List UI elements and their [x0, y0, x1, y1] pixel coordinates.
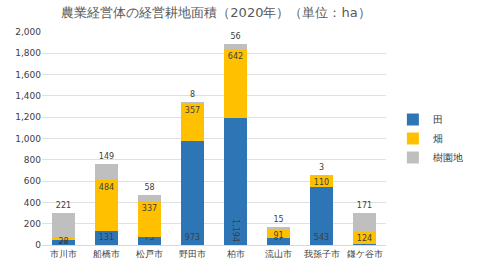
- svg-text:1,000: 1,000: [15, 134, 41, 144]
- svg-text:73: 73: [144, 233, 154, 242]
- svg-text:1,400: 1,400: [15, 91, 41, 101]
- svg-text:221: 221: [56, 201, 71, 210]
- svg-text:田: 田: [433, 114, 443, 125]
- svg-text:543: 543: [314, 233, 329, 242]
- svg-text:110: 110: [314, 178, 329, 187]
- svg-text:3: 3: [319, 163, 324, 172]
- svg-text:0: 0: [35, 240, 41, 250]
- svg-text:91: 91: [273, 231, 283, 240]
- svg-text:800: 800: [24, 155, 41, 165]
- svg-text:1,600: 1,600: [15, 70, 41, 80]
- svg-text:642: 642: [228, 52, 243, 61]
- svg-text:973: 973: [185, 233, 200, 242]
- svg-text:149: 149: [99, 152, 114, 161]
- svg-text:8: 8: [190, 90, 195, 99]
- svg-text:市川市: 市川市: [50, 249, 77, 259]
- svg-text:124: 124: [357, 234, 372, 243]
- svg-text:樹園地: 樹園地: [433, 152, 463, 163]
- svg-text:船橋市: 船橋市: [93, 249, 120, 259]
- svg-text:131: 131: [99, 233, 114, 242]
- svg-text:農業経営体の経営耕地面積（2020年）（単位：ha）: 農業経営体の経営耕地面積（2020年）（単位：ha）: [61, 5, 370, 20]
- svg-text:400: 400: [24, 198, 41, 208]
- svg-text:58: 58: [144, 183, 154, 192]
- svg-text:56: 56: [230, 32, 240, 41]
- svg-text:2,000: 2,000: [15, 27, 41, 37]
- svg-text:我孫子市: 我孫子市: [304, 249, 340, 259]
- svg-text:484: 484: [99, 183, 114, 192]
- svg-text:28: 28: [58, 237, 68, 246]
- svg-text:柏市: 柏市: [226, 249, 245, 259]
- svg-text:野田市: 野田市: [179, 249, 206, 259]
- svg-text:171: 171: [357, 201, 372, 210]
- svg-text:200: 200: [24, 219, 41, 229]
- svg-text:畑: 畑: [433, 133, 443, 144]
- svg-text:鎌ケ谷市: 鎌ケ谷市: [347, 249, 383, 259]
- svg-text:流山市: 流山市: [265, 249, 292, 259]
- svg-text:15: 15: [273, 215, 283, 224]
- svg-text:50: 50: [58, 236, 68, 245]
- svg-text:1,200: 1,200: [15, 112, 41, 122]
- svg-text:松戸市: 松戸市: [136, 249, 163, 259]
- svg-text:5: 5: [360, 240, 369, 245]
- svg-text:337: 337: [142, 204, 157, 213]
- svg-text:1,800: 1,800: [15, 48, 41, 58]
- svg-text:67: 67: [273, 233, 283, 242]
- svg-text:1,194: 1,194: [231, 219, 240, 242]
- svg-text:600: 600: [24, 176, 41, 186]
- svg-text:357: 357: [185, 106, 200, 115]
